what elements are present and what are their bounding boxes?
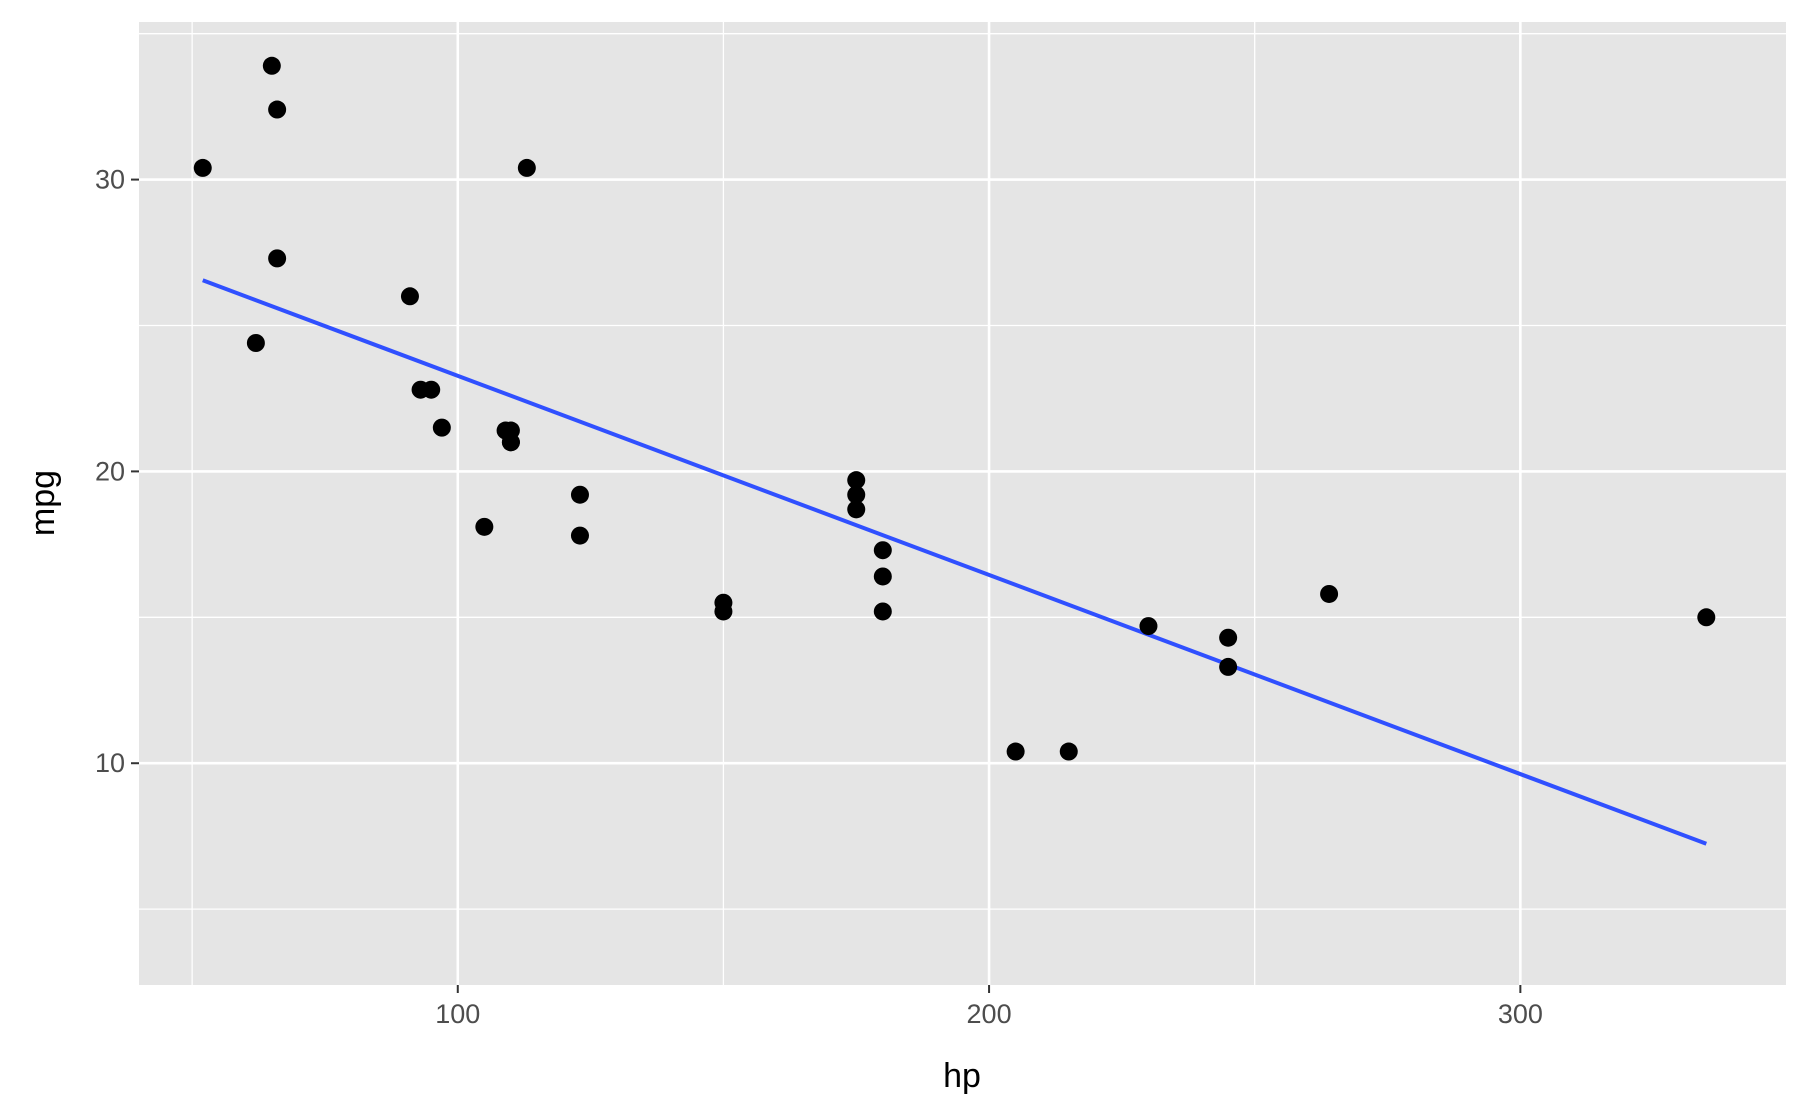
data-point — [262, 56, 281, 75]
regression-line-layer — [202, 278, 1708, 846]
x-tick-label: 300 — [1498, 999, 1543, 1029]
data-point — [570, 526, 589, 545]
x-tick-label: 200 — [967, 999, 1012, 1029]
plot-panel — [139, 22, 1786, 985]
data-point — [847, 500, 866, 519]
data-point — [1320, 584, 1339, 603]
x-axis-title: hp — [943, 1057, 981, 1095]
y-tick-label: 20 — [95, 456, 125, 486]
y-tick-label: 10 — [95, 748, 125, 778]
data-point — [246, 334, 265, 352]
data-point — [422, 380, 441, 399]
data-point — [1697, 608, 1716, 627]
data-points — [193, 56, 1716, 761]
data-point — [873, 541, 892, 560]
data-point — [496, 421, 515, 440]
data-point — [1219, 657, 1238, 676]
major-gridlines — [139, 22, 1786, 985]
data-point — [268, 100, 287, 119]
data-point — [847, 471, 866, 490]
regression-line — [202, 278, 1708, 846]
data-point — [1219, 628, 1238, 647]
data-point — [400, 287, 419, 306]
data-point — [432, 418, 451, 437]
minor-gridlines — [139, 22, 1786, 985]
data-point — [873, 602, 892, 621]
data-point — [1139, 617, 1158, 636]
y-axis-title: mpg — [24, 470, 62, 536]
data-point — [873, 567, 892, 586]
data-point — [847, 485, 866, 504]
data-point — [570, 485, 589, 504]
data-point — [193, 158, 212, 177]
axis-ticks — [131, 178, 1522, 993]
data-point — [475, 517, 494, 536]
y-tick-label: 30 — [95, 165, 125, 195]
data-point — [714, 602, 733, 621]
axis-tick-labels: 100 200 300 10 20 30 — [95, 165, 1543, 1029]
x-tick-label: 100 — [435, 999, 480, 1029]
data-point — [1059, 742, 1078, 761]
data-point — [517, 158, 536, 177]
data-point — [268, 249, 287, 268]
data-point — [1006, 742, 1025, 761]
